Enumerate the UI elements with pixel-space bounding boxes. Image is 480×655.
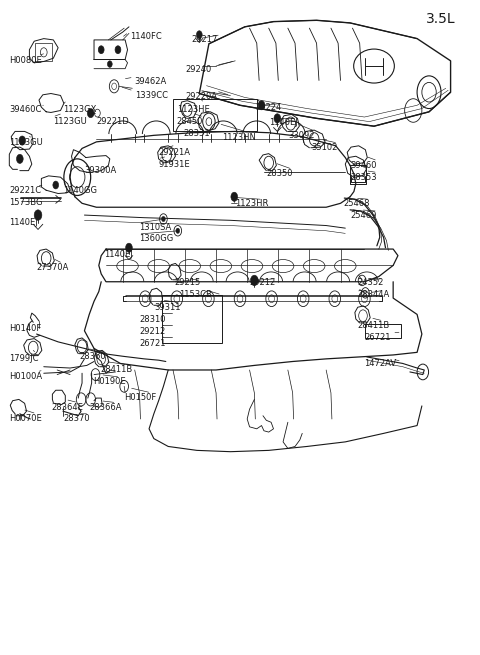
Text: 1123GU: 1123GU <box>53 117 87 126</box>
Text: 28370: 28370 <box>63 414 90 422</box>
Text: 1339CC: 1339CC <box>135 91 168 100</box>
Text: 1310SA: 1310SA <box>140 223 172 232</box>
Text: H0080E: H0080E <box>9 56 42 65</box>
Circle shape <box>161 216 165 221</box>
Text: 1472AV: 1472AV <box>364 359 396 368</box>
Text: 28310: 28310 <box>140 315 166 324</box>
Circle shape <box>98 46 104 54</box>
Text: 33092: 33092 <box>288 132 314 140</box>
Text: 1140EJ: 1140EJ <box>104 250 132 259</box>
Text: 25469: 25469 <box>350 211 376 220</box>
Text: 1123GU: 1123GU <box>9 138 43 147</box>
Text: H0070E: H0070E <box>9 414 42 422</box>
Text: 91931E: 91931E <box>158 160 190 168</box>
Circle shape <box>87 109 94 118</box>
Bar <box>162 295 222 343</box>
Text: 27370A: 27370A <box>36 263 69 272</box>
Text: 25468: 25468 <box>343 199 370 208</box>
Text: 29212: 29212 <box>250 278 276 288</box>
Text: 1799JC: 1799JC <box>9 354 39 363</box>
Circle shape <box>108 61 112 67</box>
Text: 39311: 39311 <box>154 303 180 312</box>
Text: 1140EJ: 1140EJ <box>269 119 298 127</box>
Text: 39460C: 39460C <box>9 105 42 114</box>
Text: 29220A: 29220A <box>185 92 217 102</box>
Text: 1140FC: 1140FC <box>130 32 162 41</box>
Text: 1123HN: 1123HN <box>222 133 256 141</box>
Text: 29221A: 29221A <box>158 148 191 157</box>
Text: H0140F: H0140F <box>9 324 42 333</box>
Text: 29212: 29212 <box>140 327 166 336</box>
Text: 28411B: 28411B <box>357 321 389 330</box>
Text: 1573BG: 1573BG <box>9 198 43 207</box>
Text: 28331: 28331 <box>183 129 210 138</box>
Text: 39300A: 39300A <box>84 166 117 175</box>
Bar <box>365 324 401 338</box>
Circle shape <box>126 243 132 252</box>
Text: 26721: 26721 <box>140 339 166 348</box>
Text: 28366A: 28366A <box>89 403 122 411</box>
Bar <box>173 99 257 132</box>
Circle shape <box>176 228 180 233</box>
Text: 28450: 28450 <box>177 117 203 126</box>
Circle shape <box>34 210 42 220</box>
Text: 39462A: 39462A <box>135 77 167 86</box>
Text: H0150F: H0150F <box>124 393 156 402</box>
Text: 29221C: 29221C <box>9 185 41 195</box>
Text: H0100A: H0100A <box>9 372 42 381</box>
Text: 28411B: 28411B <box>100 365 132 374</box>
Text: 1153CB: 1153CB <box>179 290 212 299</box>
Text: 29221D: 29221D <box>96 117 129 126</box>
Text: 28364E: 28364E <box>51 403 83 411</box>
Circle shape <box>258 101 265 110</box>
Text: H0190E: H0190E <box>93 377 126 386</box>
Text: 24352: 24352 <box>357 278 384 288</box>
Circle shape <box>53 181 59 189</box>
Text: 1123HR: 1123HR <box>235 199 269 208</box>
Circle shape <box>231 192 238 201</box>
Text: 29224: 29224 <box>256 103 282 112</box>
Text: 1123GX: 1123GX <box>63 105 96 114</box>
Text: 28353: 28353 <box>350 173 377 181</box>
Text: 29240: 29240 <box>185 66 211 75</box>
Text: 1123HE: 1123HE <box>177 105 210 114</box>
Text: 3.5L: 3.5L <box>426 12 456 26</box>
Text: 26721: 26721 <box>364 333 391 342</box>
Text: 1140GG: 1140GG <box>63 185 97 195</box>
Circle shape <box>16 155 23 164</box>
Text: 29215: 29215 <box>174 278 200 288</box>
Text: 39460: 39460 <box>350 161 377 170</box>
Text: 1360GG: 1360GG <box>140 234 174 243</box>
Circle shape <box>115 46 121 54</box>
Circle shape <box>196 31 202 39</box>
Circle shape <box>274 114 281 123</box>
Circle shape <box>19 136 25 145</box>
Text: 1140EJ: 1140EJ <box>9 217 38 227</box>
Text: 28360: 28360 <box>80 352 106 362</box>
Circle shape <box>251 275 258 286</box>
Text: 35102: 35102 <box>312 143 338 152</box>
Text: 29217: 29217 <box>191 35 217 44</box>
Text: 28350: 28350 <box>266 170 293 178</box>
Text: 28344A: 28344A <box>357 290 389 299</box>
